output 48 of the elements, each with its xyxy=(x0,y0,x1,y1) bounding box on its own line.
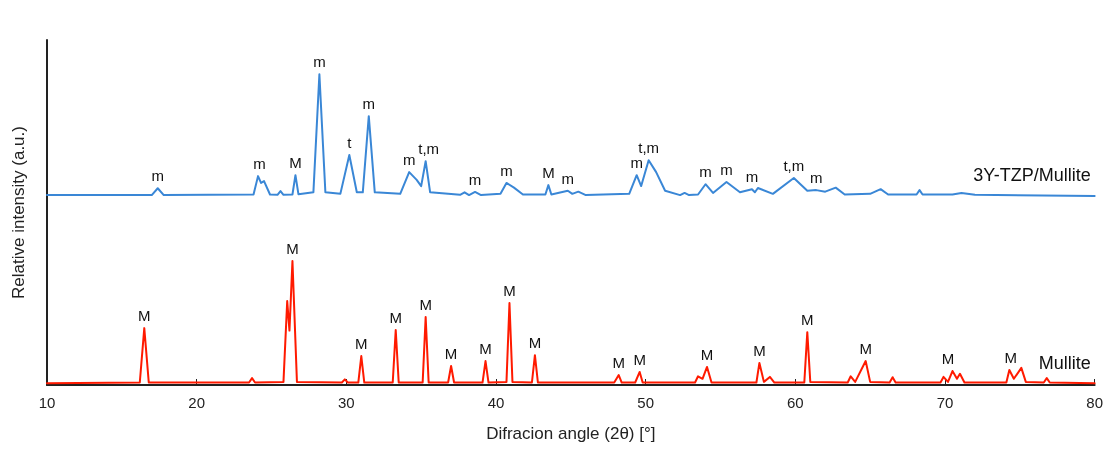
x-tick-label: 20 xyxy=(188,394,206,411)
annotation: M xyxy=(444,345,458,363)
annotation: M xyxy=(753,341,766,359)
y-axis-title: Relative intensity (a.u.) xyxy=(9,126,28,299)
x-tick-label: 70 xyxy=(936,394,954,411)
annotation: M xyxy=(528,334,542,352)
annotation: m xyxy=(699,163,712,181)
annotation: M xyxy=(801,311,814,329)
annotation: m xyxy=(468,170,482,188)
annotation: m xyxy=(500,161,513,179)
annotation: m xyxy=(313,53,326,71)
x-tick-label: 10 xyxy=(38,394,56,411)
annotation: m xyxy=(630,154,643,172)
annotation: m xyxy=(810,169,823,187)
series-label: 3Y-TZP/Mullite xyxy=(973,165,1091,186)
annotation: M xyxy=(612,354,625,372)
annotation: m xyxy=(561,169,575,187)
annotation: m xyxy=(745,168,759,186)
annotation: t xyxy=(347,134,353,151)
annotation: M xyxy=(138,307,151,325)
annotation: m xyxy=(151,167,164,185)
series-label: Mullite xyxy=(1038,353,1091,374)
annotation: t,m xyxy=(783,157,805,174)
annotation: M xyxy=(503,281,516,299)
x-tick-label: 60 xyxy=(786,394,804,411)
x-tick-label: 30 xyxy=(337,394,355,411)
annotation: M xyxy=(859,340,872,358)
annotation: M xyxy=(1004,349,1018,367)
annotation: m xyxy=(720,161,733,179)
annotation: M xyxy=(355,335,368,353)
annotation: m xyxy=(253,155,266,173)
annotation: M xyxy=(286,239,299,257)
annotation: m xyxy=(402,151,416,169)
x-tick-label: 40 xyxy=(487,394,505,411)
annotation: M xyxy=(542,164,555,182)
annotation: M xyxy=(419,295,432,313)
annotation: m xyxy=(362,95,376,113)
x-tick-label: 80 xyxy=(1086,394,1103,411)
annotation: M xyxy=(700,345,714,363)
annotation: M xyxy=(389,308,402,326)
annotation: M xyxy=(941,350,955,368)
annotation: t,m xyxy=(638,139,660,157)
x-tick-label: 50 xyxy=(637,394,655,411)
annotation: M xyxy=(633,350,646,368)
x-axis-title: Difracion angle (2θ) [°] xyxy=(486,424,656,443)
annotation: t,m xyxy=(418,140,440,158)
annotation: M xyxy=(479,340,492,358)
annotation: M xyxy=(289,154,302,172)
